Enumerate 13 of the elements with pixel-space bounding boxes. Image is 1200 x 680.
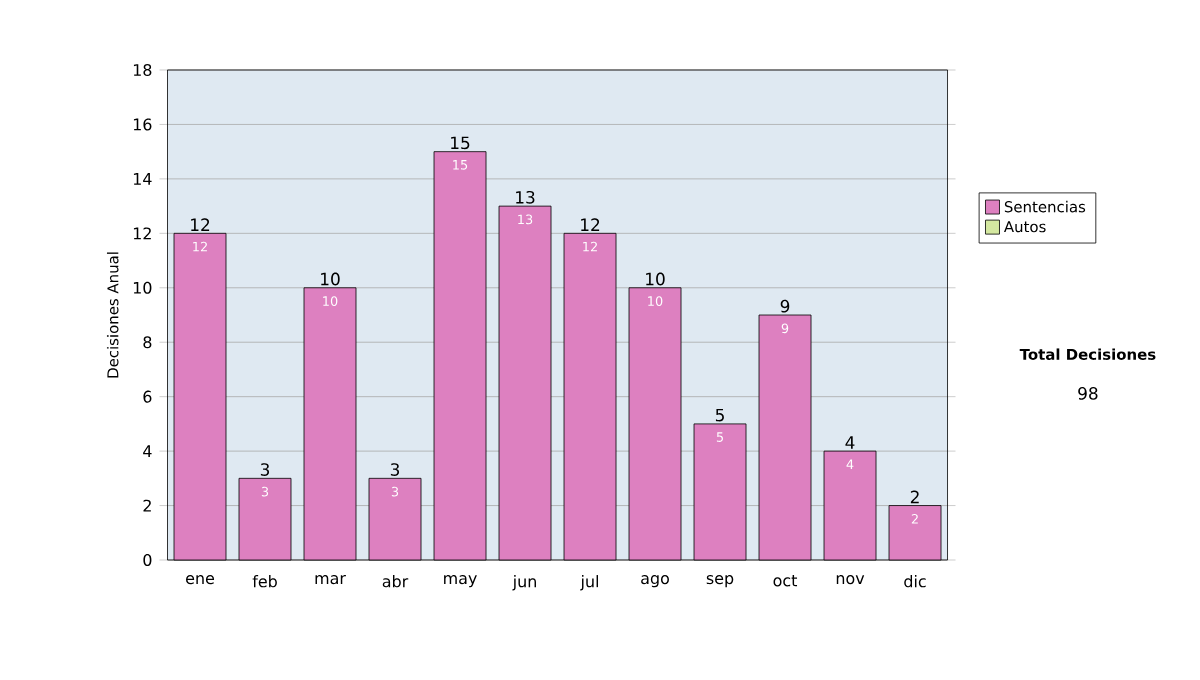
total-label: 10 <box>646 272 665 286</box>
total-label: 9 <box>780 299 790 313</box>
total-label: 3 <box>260 463 270 476</box>
total-label: 15 <box>451 136 470 150</box>
total-label: 4 <box>845 436 855 449</box>
total-label: 10 <box>321 272 340 286</box>
total-label: 12 <box>191 218 210 231</box>
text: 98 <box>1078 387 1098 400</box>
total-label: 2 <box>910 490 919 504</box>
total-label: 13 <box>516 190 535 204</box>
total-label: 5 <box>715 408 724 422</box>
total-label: 3 <box>390 463 400 476</box>
total-label: 12 <box>581 218 600 231</box>
